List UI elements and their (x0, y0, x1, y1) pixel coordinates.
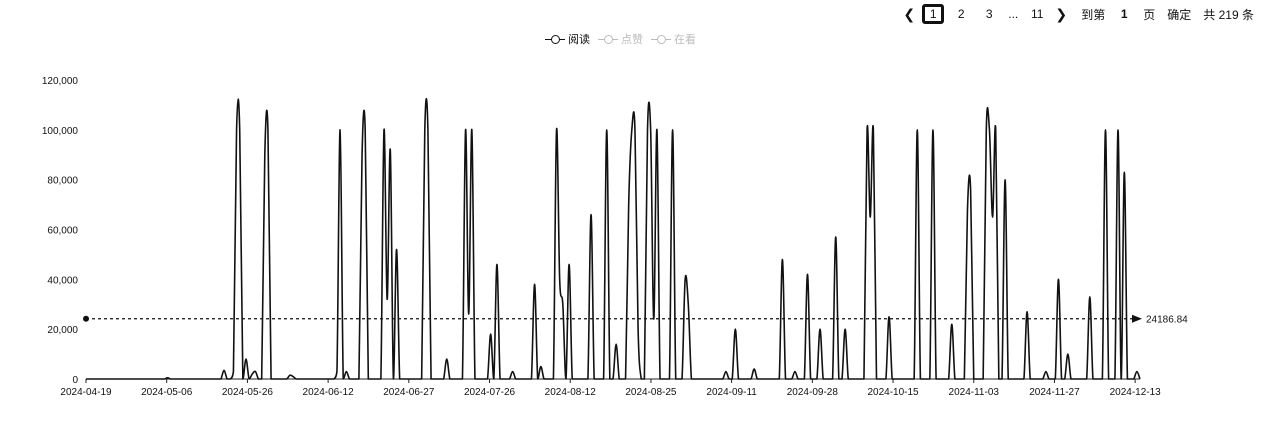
pagination-ellipsis[interactable]: ... (1008, 7, 1019, 21)
page-button-2[interactable]: 2 (957, 7, 965, 21)
x-tick-label: 2024-08-12 (545, 387, 597, 398)
x-tick-label: 2024-07-26 (464, 387, 516, 398)
x-tick-label: 2024-12-13 (1110, 387, 1162, 398)
jump-to-label: 到第 (1081, 7, 1106, 22)
x-tick-label: 2024-05-26 (222, 387, 274, 398)
page-unit-label: 页 (1143, 7, 1156, 22)
x-tick-label: 2024-09-28 (787, 387, 839, 398)
chevron-left-icon[interactable]: ❮ (903, 5, 916, 22)
average-line-arrow-icon (1132, 314, 1142, 323)
confirm-button[interactable]: 确定 (1167, 7, 1192, 22)
y-tick-label: 0 (72, 375, 78, 386)
pagination: ❮ 1 2 3 ... 11 ❯ 到第 1 页 确定 共 219 条 (899, 4, 1254, 24)
legend-marker-icon (598, 34, 618, 44)
legend-item-reads[interactable]: 阅读 (545, 31, 590, 47)
x-tick-label: 2024-09-11 (706, 387, 757, 398)
jump-page-input[interactable]: 1 (1120, 7, 1128, 21)
legend-marker-icon (651, 34, 671, 44)
y-tick-label: 100,000 (42, 126, 79, 137)
legend-item-watching[interactable]: 在看 (651, 31, 696, 47)
chevron-right-icon[interactable]: ❯ (1055, 5, 1068, 22)
legend-label-watching: 在看 (674, 34, 696, 46)
x-tick-label: 2024-08-25 (625, 387, 677, 398)
legend-label-likes: 点赞 (621, 34, 643, 46)
legend-marker-icon (545, 34, 565, 44)
page-button-1[interactable]: 1 (922, 4, 945, 24)
y-tick-label: 40,000 (47, 275, 78, 286)
legend-item-likes[interactable]: 点赞 (598, 31, 643, 47)
y-tick-label: 80,000 (47, 176, 78, 187)
page-button-3[interactable]: 3 (985, 7, 993, 21)
legend-label-reads: 阅读 (568, 34, 590, 46)
average-line-label: 24186.84 (1146, 315, 1188, 326)
series-line-reads (85, 97, 1141, 380)
y-tick-label: 20,000 (47, 325, 78, 336)
total-count: 共 219 条 (1203, 7, 1254, 22)
page-button-last[interactable]: 11 (1031, 7, 1044, 21)
chart-legend: 阅读 点赞 在看 (545, 31, 704, 47)
x-tick-label: 2024-11-03 (949, 387, 1000, 398)
y-tick-label: 120,000 (42, 76, 79, 87)
y-tick-label: 60,000 (47, 226, 78, 237)
x-tick-label: 2024-05-06 (141, 387, 193, 398)
x-tick-label: 2024-06-12 (303, 387, 355, 398)
x-tick-label: 2024-10-15 (867, 387, 919, 398)
x-tick-label: 2024-11-27 (1029, 387, 1080, 398)
x-tick-label: 2024-06-27 (383, 387, 435, 398)
x-tick-label: 2024-04-19 (60, 387, 112, 398)
